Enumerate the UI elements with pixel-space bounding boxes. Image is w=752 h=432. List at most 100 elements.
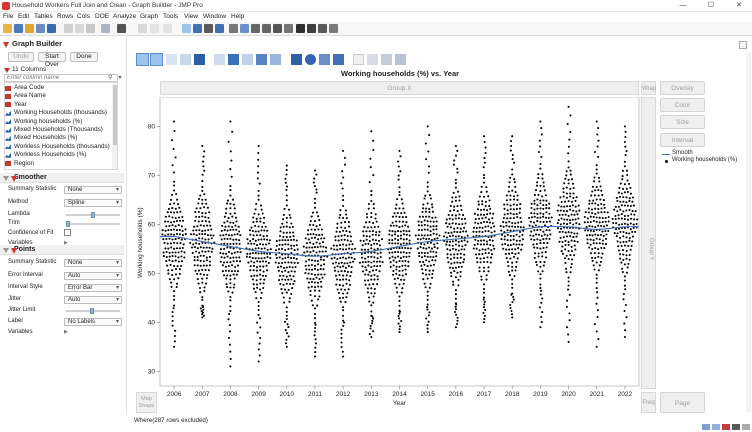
open-icon[interactable] (25, 24, 34, 33)
overlay-zone[interactable]: Overlay (660, 81, 705, 95)
panel-divider[interactable] (126, 37, 127, 415)
log-icon[interactable] (732, 424, 740, 430)
new-script-icon[interactable] (14, 24, 23, 33)
color-zone[interactable]: Color (660, 98, 705, 112)
ellipse-tool-icon[interactable] (329, 24, 338, 33)
grabber-tool-icon[interactable] (229, 24, 238, 33)
menu-cols[interactable]: Cols (77, 13, 91, 20)
interval-style-select[interactable]: Error Bar (64, 283, 122, 292)
box-plot-element-icon[interactable] (256, 54, 267, 65)
column-workless-households-pct[interactable]: Workless Households (%) (4, 151, 86, 159)
points-collapse-icon[interactable] (3, 248, 9, 253)
jitter-limit-slider-knob[interactable] (90, 308, 94, 314)
done-button[interactable]: Done (70, 52, 98, 62)
search-icon[interactable] (117, 24, 126, 33)
points-summary-statistic-select[interactable]: None (64, 258, 122, 267)
copy-icon[interactable] (75, 24, 84, 33)
crosshair-tool-icon[interactable] (273, 24, 282, 33)
interval-zone[interactable]: Interval (660, 133, 705, 147)
points-menu-icon[interactable] (11, 248, 17, 254)
column-mixed-households-thousands[interactable]: Mixed Households (Thousands) (4, 126, 103, 134)
paste-icon[interactable] (86, 24, 95, 33)
annotate-tool-icon[interactable] (296, 24, 305, 33)
column-working-households-thousands[interactable]: Working Households (thousands) (4, 109, 107, 117)
selection-tool-icon[interactable] (204, 24, 213, 33)
help-tool-icon[interactable] (193, 24, 202, 33)
line-element-icon[interactable] (214, 54, 225, 65)
trim-slider-knob[interactable] (66, 221, 70, 227)
column-mixed-households-pct[interactable]: Mixed Households (%) (4, 134, 77, 142)
line-tool-icon[interactable] (284, 24, 293, 33)
save-all-icon[interactable] (47, 24, 56, 33)
column-list-scroll-thumb[interactable] (112, 85, 117, 145)
cut-icon[interactable] (64, 24, 73, 33)
smoother-method-select[interactable]: Spline (64, 198, 122, 207)
maximize-button[interactable]: ☐ (707, 2, 715, 9)
undo-button[interactable]: Undo (8, 52, 34, 62)
magnifier-tool-icon[interactable] (251, 24, 260, 33)
smoother-section-header[interactable]: Smoother (0, 173, 124, 183)
layout-icon[interactable] (742, 424, 750, 430)
points-variables-expand-icon[interactable]: ▶ (64, 329, 68, 335)
contour-element-icon[interactable] (194, 54, 205, 65)
mosaic-element-icon[interactable] (333, 54, 344, 65)
menu-edit[interactable]: Edit (18, 13, 30, 20)
freq-zone[interactable]: Freq (641, 392, 656, 413)
size-zone[interactable]: Size (660, 115, 705, 129)
parallel-element-icon[interactable] (395, 54, 406, 65)
column-region[interactable]: Region (4, 160, 34, 168)
caption-box-element-icon[interactable] (353, 54, 364, 65)
data-table-icon[interactable] (722, 424, 730, 430)
menu-help[interactable]: Help (231, 13, 245, 20)
page-zone[interactable]: Page (660, 392, 705, 413)
menu-analyze[interactable]: Analyze (113, 13, 137, 20)
polygon-tool-icon[interactable] (318, 24, 327, 33)
smoother-collapse-icon[interactable] (3, 176, 9, 181)
smoother-summary-statistic-select[interactable]: None (64, 185, 122, 194)
column-area-name[interactable]: Area Name (4, 92, 46, 100)
scroll-tool-icon[interactable] (215, 24, 224, 33)
home-icon[interactable] (702, 424, 710, 430)
window-list-icon[interactable] (712, 424, 720, 430)
jitter-select[interactable]: Auto (64, 295, 122, 304)
menu-view[interactable]: View (184, 13, 198, 20)
map-shape-zone[interactable]: Map Shape (136, 392, 157, 413)
wrap-zone[interactable]: Wrap (641, 81, 656, 95)
column-search-input[interactable] (4, 73, 118, 82)
new-data-table-icon[interactable] (3, 24, 12, 33)
column-area-code[interactable]: Area Code (4, 84, 44, 92)
menu-file[interactable]: File (3, 13, 14, 20)
smoother-variables-expand-icon[interactable]: ▶ (64, 240, 68, 246)
column-workless-households-thousands[interactable]: Workless Households (thousands) (4, 143, 110, 151)
group-y-zone[interactable]: Group Y (641, 97, 656, 389)
menu-doe[interactable]: DOE (95, 13, 110, 20)
columns-collapse-icon[interactable] (4, 68, 10, 73)
formula-element-icon[interactable] (367, 54, 378, 65)
simple-shape-tool-icon[interactable] (307, 24, 316, 33)
layout-view-icon[interactable] (163, 24, 172, 33)
group-x-zone[interactable]: Group X (160, 81, 639, 95)
journal-icon[interactable] (101, 24, 110, 33)
map-shapes-element-icon[interactable] (381, 54, 392, 65)
bar-element-icon[interactable] (228, 54, 239, 65)
table-view-icon[interactable] (138, 24, 147, 33)
smoother-menu-icon[interactable] (11, 176, 17, 182)
column-year[interactable]: Year (4, 101, 27, 109)
start-over-button[interactable]: Start Over (38, 52, 66, 68)
menu-graph[interactable]: Graph (140, 13, 159, 20)
close-button[interactable]: ✕ (736, 2, 742, 9)
column-working-households-pct[interactable]: Working households (%) (4, 118, 82, 126)
confidence-of-fit-checkbox[interactable] (64, 229, 71, 236)
treemap-element-icon[interactable] (319, 54, 330, 65)
menu-rows[interactable]: Rows (57, 13, 74, 20)
panel-view-icon[interactable] (150, 24, 159, 33)
lambda-slider-knob[interactable] (91, 212, 95, 218)
graph-builder-menu-icon[interactable] (3, 42, 9, 48)
expand-panel-icon[interactable] (739, 41, 747, 49)
points-element-icon[interactable] (136, 53, 149, 66)
area-element-icon[interactable] (242, 54, 253, 65)
save-icon[interactable] (36, 24, 45, 33)
pie-element-icon[interactable] (305, 54, 316, 65)
lambda-slider[interactable] (66, 212, 120, 218)
histogram-element-icon[interactable] (270, 54, 281, 65)
